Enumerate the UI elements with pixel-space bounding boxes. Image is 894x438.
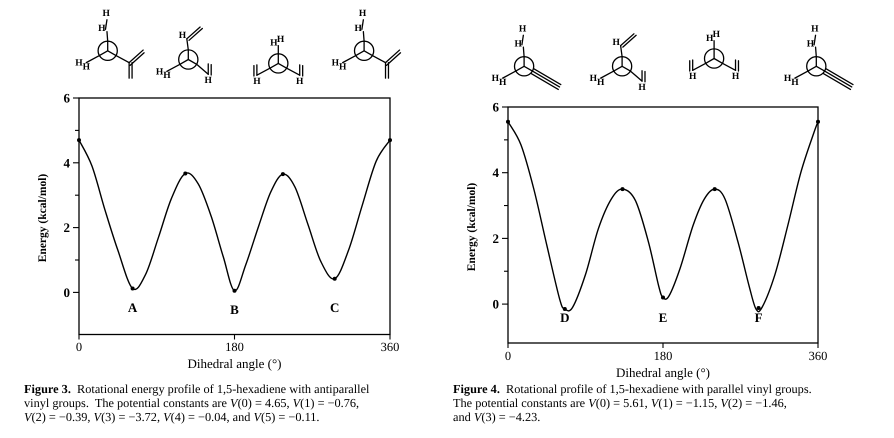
- svg-text:6: 6: [493, 100, 500, 115]
- svg-text:180: 180: [225, 340, 244, 354]
- svg-text:Dihedral angle (°): Dihedral angle (°): [616, 365, 710, 380]
- svg-text:180: 180: [654, 349, 673, 363]
- svg-text:360: 360: [809, 349, 828, 363]
- svg-text:0: 0: [64, 285, 71, 300]
- svg-text:H: H: [103, 9, 111, 19]
- svg-text:0: 0: [493, 297, 500, 312]
- svg-text:H: H: [296, 77, 304, 87]
- svg-text:H: H: [638, 83, 646, 93]
- svg-text:C: C: [330, 300, 339, 315]
- svg-text:B: B: [230, 302, 239, 317]
- svg-text:H: H: [807, 39, 815, 49]
- svg-text:2: 2: [64, 220, 71, 235]
- svg-text:4: 4: [64, 155, 71, 170]
- svg-text:H: H: [612, 38, 620, 48]
- svg-text:H: H: [359, 9, 367, 19]
- svg-text:H: H: [253, 77, 261, 87]
- svg-text:0: 0: [76, 340, 82, 354]
- svg-text:H: H: [689, 72, 697, 82]
- svg-text:F: F: [755, 310, 763, 325]
- svg-text:H: H: [519, 25, 527, 35]
- svg-text:H: H: [732, 72, 740, 82]
- svg-text:E: E: [659, 310, 668, 325]
- svg-text:H: H: [811, 25, 819, 35]
- svg-text:2: 2: [493, 231, 500, 246]
- svg-text:H: H: [179, 31, 187, 41]
- svg-text:D: D: [560, 310, 569, 325]
- svg-text:H: H: [713, 30, 721, 40]
- svg-text:H: H: [83, 62, 91, 72]
- svg-text:H: H: [499, 78, 507, 88]
- svg-text:Dihedral angle (°): Dihedral angle (°): [188, 356, 282, 371]
- svg-text:Energy (kcal/mol): Energy (kcal/mol): [37, 174, 49, 263]
- svg-text:A: A: [128, 300, 138, 315]
- svg-text:H: H: [791, 78, 799, 88]
- svg-text:4: 4: [493, 165, 500, 180]
- svg-text:Energy (kcal/mol): Energy (kcal/mol): [466, 183, 478, 272]
- svg-text:H: H: [514, 39, 522, 49]
- svg-text:H: H: [354, 24, 362, 34]
- svg-text:H: H: [277, 35, 285, 45]
- svg-text:6: 6: [64, 91, 71, 106]
- svg-text:H: H: [205, 76, 213, 86]
- svg-text:H: H: [597, 78, 605, 88]
- svg-text:H: H: [98, 24, 106, 34]
- svg-text:360: 360: [381, 340, 400, 354]
- svg-text:0: 0: [505, 349, 511, 363]
- svg-text:H: H: [163, 71, 171, 81]
- svg-text:H: H: [339, 62, 347, 72]
